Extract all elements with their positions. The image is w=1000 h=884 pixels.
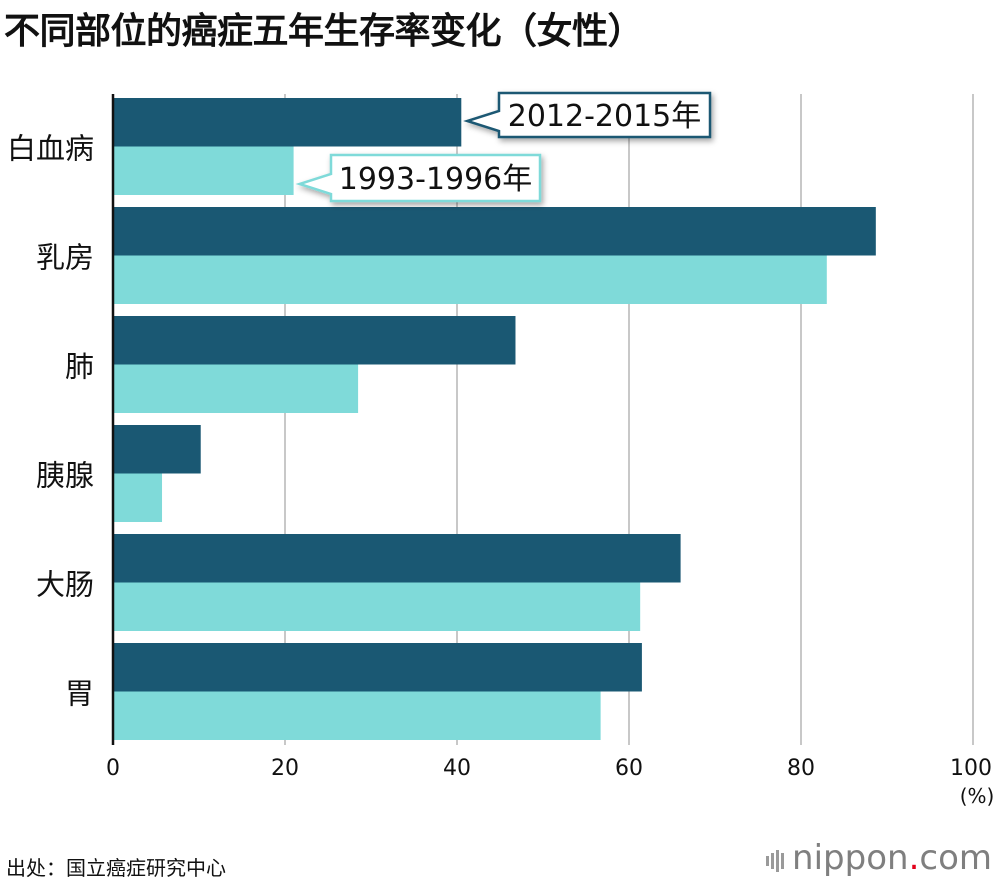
bar-recent	[113, 534, 681, 583]
bar-recent	[113, 98, 462, 147]
brand-bars-icon	[766, 840, 786, 880]
category-label: 肺	[65, 350, 94, 384]
category-label: 白血病	[7, 132, 94, 166]
legend-callout: 2012-2015年	[463, 91, 712, 139]
legend-callout: 1993-1996年	[295, 153, 542, 203]
legend-callouts: 2012-2015年 1993-1996年	[295, 91, 712, 203]
category-label: 乳房	[36, 241, 94, 275]
legend-label: 2012-2015年	[508, 99, 702, 134]
x-tick-label: 0	[106, 756, 120, 781]
legend-label: 1993-1996年	[339, 162, 533, 197]
bar-recent	[113, 643, 642, 692]
bar-recent	[113, 316, 516, 365]
bar-recent	[113, 207, 876, 256]
bar-old	[113, 473, 163, 522]
grid-lines	[284, 94, 974, 745]
brand-dot: .	[908, 838, 920, 878]
brand-tld: com	[919, 838, 992, 878]
category-label: 胃	[65, 677, 94, 711]
bar-old	[113, 255, 827, 304]
bar-old	[113, 582, 641, 631]
x-tick-label: 40	[443, 756, 471, 781]
x-tick-label: 80	[787, 756, 815, 781]
callout-box	[295, 153, 542, 203]
brand-name: nippon	[792, 838, 909, 878]
bar-old	[113, 146, 294, 195]
x-tick-label: 20	[271, 756, 299, 781]
category-label: 大肠	[36, 568, 94, 602]
bars	[113, 98, 876, 740]
bar-old	[113, 691, 601, 740]
bar-old	[113, 364, 359, 413]
chart-title: 不同部位的癌症五年生存率变化（女性）	[4, 11, 644, 52]
bar-recent	[113, 425, 201, 474]
x-tick-label: 100	[950, 756, 992, 781]
source-note: 出处：国立癌症研究中心	[6, 856, 226, 880]
brand-logo: nippon.com	[766, 838, 992, 880]
x-unit-label: (%)	[960, 784, 995, 808]
x-tick-label: 60	[615, 756, 643, 781]
callout-box	[463, 91, 712, 139]
category-label: 胰腺	[36, 459, 94, 493]
